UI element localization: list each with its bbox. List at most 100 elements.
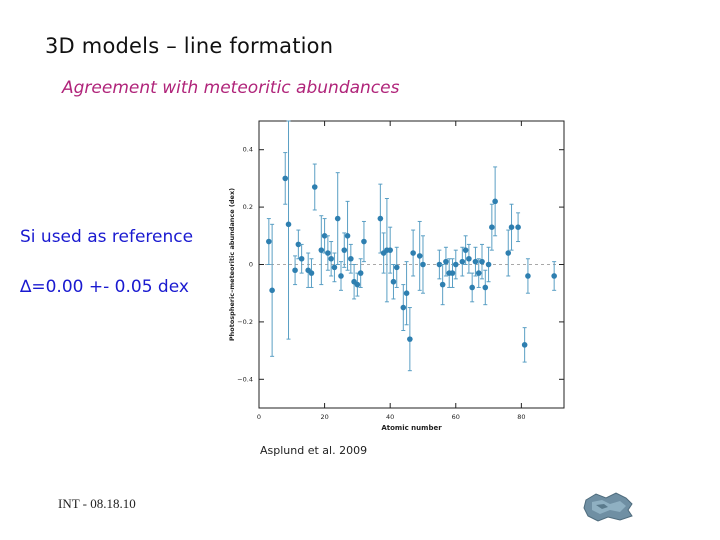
data-point <box>551 261 557 291</box>
data-point <box>344 200 351 271</box>
data-point <box>452 249 459 280</box>
y-tick-label: −0.4 <box>237 375 253 383</box>
data-point <box>308 258 315 288</box>
data-point <box>348 243 354 274</box>
data-marker <box>357 270 364 276</box>
data-marker <box>515 224 521 230</box>
data-marker <box>436 261 443 268</box>
data-point <box>361 220 367 263</box>
data-point <box>338 261 344 291</box>
x-tick-label: 40 <box>386 413 394 421</box>
data-marker <box>449 270 456 276</box>
data-marker <box>338 273 344 279</box>
data-marker <box>416 253 423 259</box>
data-point <box>341 232 348 268</box>
data-point <box>403 261 410 326</box>
data-point <box>285 120 292 340</box>
data-point <box>295 229 302 260</box>
data-marker <box>420 261 426 268</box>
y-tick-label: 0 <box>249 261 253 269</box>
data-point <box>462 235 469 265</box>
data-point <box>416 220 423 291</box>
x-tick-label: 20 <box>320 413 328 421</box>
y-tick-label: −0.2 <box>237 318 253 326</box>
citation: Asplund et al. 2009 <box>260 444 368 457</box>
data-point <box>354 272 361 297</box>
delta-note: ∆=0.00 +- 0.05 dex <box>20 277 189 297</box>
slide-subtitle: Agreement with meteoritic abundances <box>62 78 400 98</box>
footer-text: INT - 08.18.10 <box>58 496 136 511</box>
slide-title: 3D models – line formation <box>45 34 334 58</box>
data-point <box>436 249 443 280</box>
data-point <box>387 226 393 274</box>
data-marker <box>298 255 305 262</box>
data-marker <box>266 238 272 245</box>
data-point <box>505 229 512 277</box>
data-marker <box>285 221 292 228</box>
data-marker <box>466 255 472 262</box>
data-marker <box>479 258 485 265</box>
data-point <box>305 252 311 288</box>
x-tick-label: 80 <box>517 413 525 421</box>
data-point <box>420 235 426 294</box>
data-point <box>393 246 400 288</box>
data-point <box>390 264 397 300</box>
data-point <box>492 166 498 237</box>
telescope-logo-icon <box>583 492 633 522</box>
data-point <box>525 258 531 294</box>
data-marker <box>508 224 515 230</box>
data-marker <box>403 290 410 296</box>
data-marker <box>469 284 475 291</box>
data-marker <box>377 215 384 222</box>
data-point <box>489 203 495 251</box>
data-point <box>282 152 289 205</box>
data-marker <box>328 255 334 262</box>
data-marker <box>482 284 489 291</box>
x-tick-label: 0 <box>257 413 261 421</box>
data-point <box>485 246 492 283</box>
data-point <box>292 255 298 286</box>
data-marker <box>452 261 459 268</box>
data-point <box>266 218 272 265</box>
data-point <box>377 183 384 254</box>
data-point <box>443 246 449 277</box>
data-point <box>311 163 318 211</box>
data-marker <box>407 336 413 342</box>
data-point <box>325 235 331 271</box>
data-marker <box>400 304 407 311</box>
data-marker <box>321 233 328 239</box>
data-point <box>459 246 466 277</box>
reference-note: Si used as reference <box>20 227 194 247</box>
data-marker <box>521 342 528 348</box>
y-tick-label: 0.4 <box>243 146 253 154</box>
data-point <box>449 258 456 288</box>
data-point <box>482 269 489 306</box>
data-marker <box>354 281 361 288</box>
data-marker <box>344 233 351 239</box>
data-point <box>269 223 275 357</box>
data-marker <box>459 258 466 265</box>
data-marker <box>387 247 393 253</box>
data-point <box>508 203 515 251</box>
data-point <box>328 241 334 277</box>
data-point <box>400 284 407 332</box>
x-tick-label: 60 <box>452 413 460 421</box>
data-point <box>298 243 305 274</box>
data-marker <box>462 247 469 253</box>
data-marker <box>439 281 446 288</box>
y-tick-label: 0.2 <box>243 203 253 211</box>
data-marker <box>472 258 479 265</box>
data-marker <box>282 175 289 182</box>
data-point <box>334 172 341 265</box>
data-point <box>357 258 364 288</box>
data-marker <box>292 267 298 274</box>
data-marker <box>390 278 397 285</box>
data-marker <box>410 250 416 256</box>
data-marker <box>348 255 354 262</box>
data-marker <box>295 241 302 248</box>
data-point <box>479 243 485 280</box>
data-marker <box>551 273 557 279</box>
data-marker <box>393 264 400 271</box>
data-point <box>469 272 475 303</box>
data-marker <box>269 287 275 294</box>
